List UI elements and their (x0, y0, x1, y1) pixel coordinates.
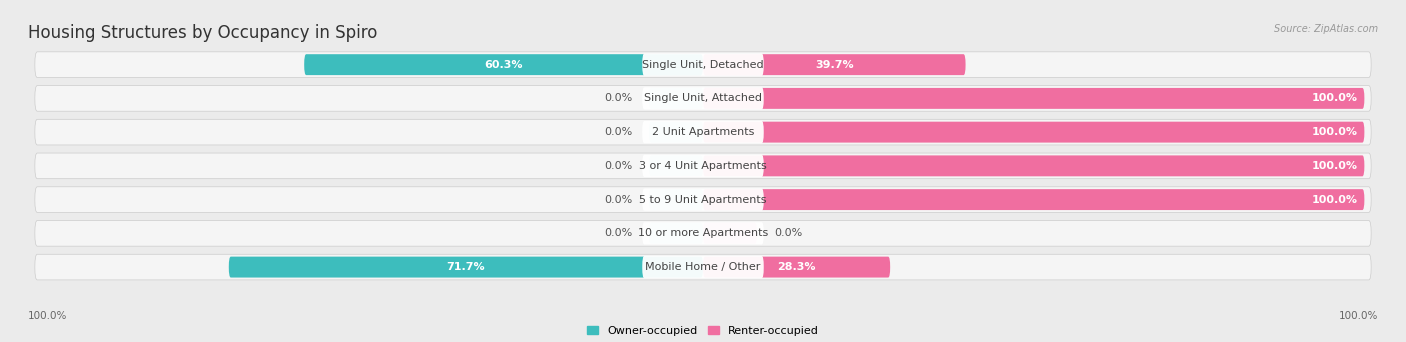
FancyBboxPatch shape (643, 54, 763, 76)
FancyBboxPatch shape (703, 155, 1364, 176)
FancyBboxPatch shape (650, 88, 703, 109)
FancyBboxPatch shape (304, 54, 703, 75)
FancyBboxPatch shape (35, 119, 1371, 145)
FancyBboxPatch shape (35, 221, 1371, 246)
FancyBboxPatch shape (643, 256, 763, 278)
Text: Single Unit, Detached: Single Unit, Detached (643, 60, 763, 70)
FancyBboxPatch shape (703, 122, 1364, 143)
Text: 0.0%: 0.0% (605, 93, 633, 103)
FancyBboxPatch shape (650, 189, 703, 210)
Text: 71.7%: 71.7% (447, 262, 485, 272)
FancyBboxPatch shape (35, 52, 1371, 78)
Text: 100.0%: 100.0% (28, 312, 67, 321)
Text: Housing Structures by Occupancy in Spiro: Housing Structures by Occupancy in Spiro (28, 24, 377, 42)
Text: Mobile Home / Other: Mobile Home / Other (645, 262, 761, 272)
Text: Source: ZipAtlas.com: Source: ZipAtlas.com (1274, 24, 1378, 34)
Text: 0.0%: 0.0% (773, 228, 801, 238)
FancyBboxPatch shape (703, 54, 966, 75)
Text: 100.0%: 100.0% (1339, 312, 1378, 321)
FancyBboxPatch shape (643, 155, 763, 177)
Text: 0.0%: 0.0% (605, 228, 633, 238)
FancyBboxPatch shape (643, 87, 763, 109)
Text: 100.0%: 100.0% (1312, 195, 1358, 205)
FancyBboxPatch shape (35, 187, 1371, 212)
Text: 2 Unit Apartments: 2 Unit Apartments (652, 127, 754, 137)
FancyBboxPatch shape (35, 153, 1371, 179)
Text: 28.3%: 28.3% (778, 262, 815, 272)
Text: 5 to 9 Unit Apartments: 5 to 9 Unit Apartments (640, 195, 766, 205)
FancyBboxPatch shape (703, 256, 890, 278)
FancyBboxPatch shape (703, 223, 756, 244)
FancyBboxPatch shape (643, 188, 763, 211)
FancyBboxPatch shape (229, 256, 703, 278)
FancyBboxPatch shape (35, 86, 1371, 111)
FancyBboxPatch shape (643, 222, 763, 245)
FancyBboxPatch shape (650, 122, 703, 143)
Legend: Owner-occupied, Renter-occupied: Owner-occupied, Renter-occupied (582, 321, 824, 340)
Text: 100.0%: 100.0% (1312, 127, 1358, 137)
Text: 10 or more Apartments: 10 or more Apartments (638, 228, 768, 238)
Text: 100.0%: 100.0% (1312, 161, 1358, 171)
FancyBboxPatch shape (643, 121, 763, 143)
FancyBboxPatch shape (650, 155, 703, 176)
Text: 0.0%: 0.0% (605, 195, 633, 205)
Text: 3 or 4 Unit Apartments: 3 or 4 Unit Apartments (640, 161, 766, 171)
FancyBboxPatch shape (703, 189, 1364, 210)
Text: 39.7%: 39.7% (815, 60, 853, 70)
Text: 0.0%: 0.0% (605, 127, 633, 137)
Text: Single Unit, Attached: Single Unit, Attached (644, 93, 762, 103)
Text: 0.0%: 0.0% (605, 161, 633, 171)
Text: 60.3%: 60.3% (484, 60, 523, 70)
FancyBboxPatch shape (35, 254, 1371, 280)
FancyBboxPatch shape (650, 223, 703, 244)
FancyBboxPatch shape (703, 88, 1364, 109)
Text: 100.0%: 100.0% (1312, 93, 1358, 103)
